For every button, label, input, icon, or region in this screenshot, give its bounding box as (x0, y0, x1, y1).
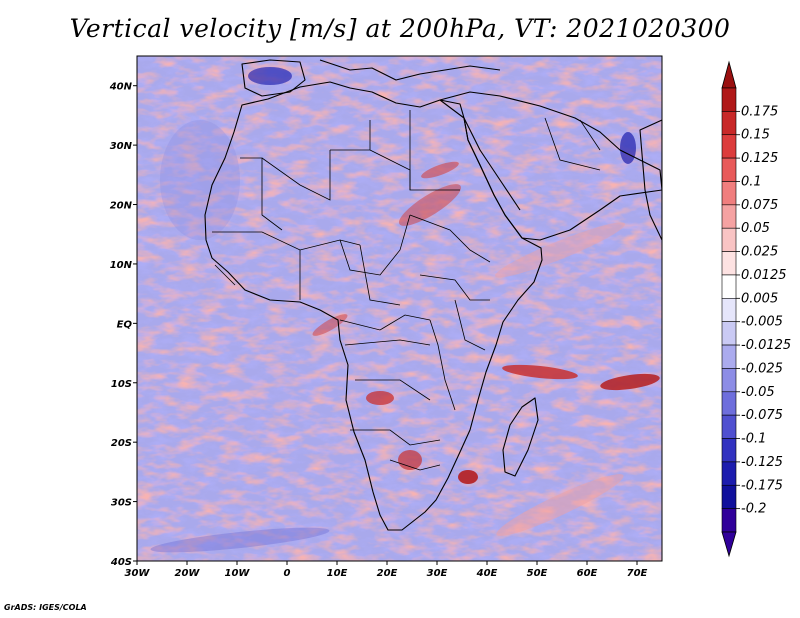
arabia-red-sea-line (463, 117, 521, 211)
colorbar-swatch (721, 484, 737, 509)
colorbar-label: -0.005 (741, 315, 783, 330)
lat-tick-label: 30S (111, 498, 132, 509)
colorbar-swatch (721, 111, 737, 136)
colorbar-swatch (721, 461, 737, 486)
lon-tick-label: 0 (284, 568, 291, 579)
colorbar-swatch (721, 344, 737, 369)
lon-tick-label: 50E (527, 568, 548, 579)
europe-south-coastline (319, 59, 501, 81)
iberia-coastline (241, 59, 306, 97)
colorbar-swatch (721, 298, 737, 322)
lat-tick-label: EQ (117, 319, 133, 330)
country-borders (212, 110, 601, 471)
colorbar-swatch (721, 414, 737, 439)
arabia-coastline (439, 91, 662, 241)
lon-tick-label: 10E (327, 568, 348, 579)
lon-tick-label: 40E (476, 568, 498, 579)
colorbar-label: 0.05 (741, 221, 770, 236)
colorbar-label: 0.15 (741, 128, 770, 143)
lon-tick-label: 20E (377, 568, 398, 579)
lon-tick-label: 30W (125, 568, 151, 579)
colorbar-label: 0.125 (741, 151, 778, 166)
lat-tick-label: 10S (111, 379, 132, 390)
grads-credit: GrADS: IGES/COLA (4, 603, 87, 612)
colorbar-label: -0.2 (741, 502, 766, 517)
colorbar-label: 0.175 (741, 104, 778, 119)
colorbar-swatch (721, 227, 737, 252)
africa-coastline (204, 81, 543, 531)
colorbar-label: 0.075 (741, 198, 778, 213)
colorbar-swatch (721, 157, 737, 182)
colorbar-swatch (721, 321, 737, 346)
colorbar-label: -0.0125 (741, 338, 791, 353)
colorbar-swatch (721, 134, 737, 159)
colorbar-label: -0.075 (741, 408, 783, 423)
colorbar-swatch (721, 391, 737, 416)
colorbar-label: -0.175 (741, 478, 783, 493)
colorbar-swatch (721, 87, 737, 112)
colorbar-swatch (721, 368, 737, 393)
colorbar-swatch (721, 508, 737, 533)
colorbar-swatch (721, 438, 737, 463)
plot-frame (136, 55, 663, 562)
colorbar-label: 0.005 (741, 291, 778, 306)
colorbar-label: -0.05 (741, 385, 775, 400)
lon-tick-label: 10W (225, 568, 251, 579)
colorbar-swatch (721, 181, 737, 206)
lon-tick-label: 30E (427, 568, 448, 579)
colorbar: 0.175 0.15 0.125 0.1 0.075 0.05 0.025 0.0125 0.0… (721, 60, 791, 558)
india-coastline (639, 119, 662, 241)
colorbar-swatch (721, 204, 737, 229)
map-title: Vertical velocity [m/s] at 200hPa, VT: 2… (69, 14, 731, 43)
lat-tick-label: 20S (111, 438, 132, 449)
lat-tick-label: 40N (109, 82, 133, 93)
colorbar-swatch (721, 274, 737, 299)
colorbar-label: -0.125 (741, 455, 783, 470)
lat-tick-label: 20N (110, 201, 133, 212)
colorbar-top-arrow (721, 60, 737, 89)
vertical-velocity-field (137, 56, 662, 561)
coastlines (204, 59, 662, 531)
colorbar-label: -0.025 (741, 361, 783, 376)
colorbar-label: 0.1 (741, 174, 762, 189)
colorbar-label: -0.1 (741, 432, 766, 447)
colorbar-label: 0.025 (741, 245, 778, 260)
lon-tick-label: 60E (577, 568, 598, 579)
colorbar-label: 0.0125 (741, 268, 787, 283)
axis-ticks: 30W 20W 10W 0 10E 20E 30E 40E 50E 60E 70E 40N 30N 20N… (109, 82, 648, 579)
lon-tick-label: 70E (627, 568, 648, 579)
lat-tick-label: 30N (110, 141, 133, 152)
colorbar-swatch (721, 251, 737, 276)
lat-tick-label: 10N (110, 260, 133, 271)
lat-tick-label: 40S (110, 557, 132, 568)
madagascar-coastline (502, 397, 539, 477)
colorbar-bottom-arrow (721, 531, 737, 558)
lon-tick-label: 20W (175, 568, 201, 579)
